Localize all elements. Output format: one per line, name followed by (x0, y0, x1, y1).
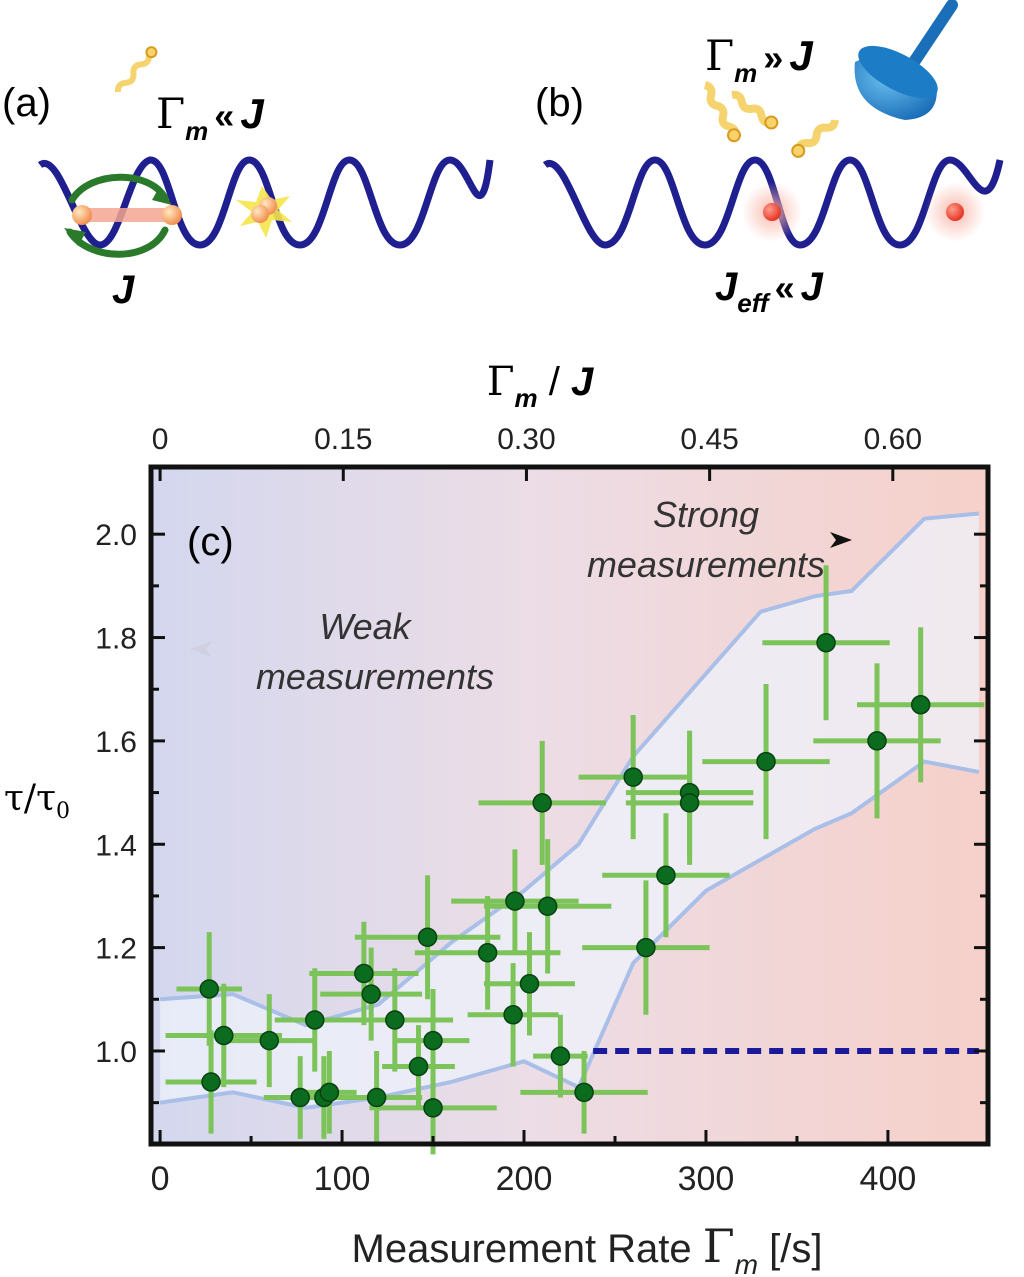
data-point (505, 891, 525, 911)
data-point (423, 1098, 443, 1118)
data-point (816, 632, 836, 653)
top-tick-label: 0 (152, 423, 169, 456)
data-point (656, 865, 676, 886)
data-point (679, 793, 700, 813)
strong-annotation: Strong (653, 494, 759, 535)
flash-icon (236, 186, 292, 238)
data-point (519, 974, 540, 994)
data-point (201, 1072, 221, 1092)
weak-arrow (190, 641, 515, 657)
data-point (361, 984, 381, 1004)
y-tick-label: 1.8 (95, 623, 137, 656)
y-axis: 1.0 1.2 1.4 1.6 1.8 2.0 (95, 519, 988, 1105)
y-axis-label: τ/τ0 (4, 778, 70, 824)
data-point (867, 731, 887, 751)
localized-atom-icon (763, 203, 781, 221)
top-tick-label: 0.15 (314, 423, 372, 456)
delocalized-atom-glow (78, 208, 176, 222)
strong-annotation: measurements (587, 544, 825, 585)
y-tick-label: 1.0 (95, 1036, 137, 1069)
data-point (259, 1030, 280, 1051)
data-point (550, 1046, 571, 1066)
x-tick-label: 300 (678, 1160, 735, 1198)
data-point (354, 963, 374, 984)
x-tick-label: 0 (151, 1160, 170, 1198)
data-point (366, 1087, 387, 1108)
data-point (636, 937, 656, 958)
data-point (423, 1030, 443, 1051)
top-axis-label: Γm / J (487, 359, 594, 413)
data-point (477, 943, 498, 963)
photon-icon (703, 81, 741, 143)
data-point (385, 1010, 405, 1030)
panel-a: (a) Γm «J J (2, 46, 494, 312)
y-tick-label: 1.4 (95, 829, 137, 862)
data-point (290, 1087, 310, 1108)
panel-b-label: (b) (535, 81, 584, 125)
data-point (199, 979, 219, 999)
top-tick-label: 0.45 (680, 423, 738, 456)
atom-icon (162, 205, 182, 225)
weak-annotation: Weak (319, 606, 412, 647)
photon-icon (114, 46, 158, 93)
top-tick-label: 0.60 (864, 423, 922, 456)
data-point (532, 793, 552, 813)
x-tick-label: 200 (496, 1160, 553, 1198)
photon-icon (731, 90, 779, 130)
x-tick-label: 400 (860, 1160, 917, 1198)
panel-b: (b) Γm» J Jeff «J (535, 0, 1004, 318)
data-point (319, 1082, 340, 1103)
data-point (214, 1025, 234, 1046)
model-band (160, 513, 979, 1108)
data-point (623, 767, 643, 787)
atom-icon (72, 205, 92, 225)
x-tick-label: 100 (314, 1160, 371, 1198)
data-point (503, 1005, 523, 1025)
chart-panel-c: Weak measurements Strong measurements (c… (4, 359, 991, 1277)
panel-a-condition: Γm «J (156, 89, 265, 146)
data-point (305, 1010, 325, 1030)
top-tick-label: 0.30 (497, 423, 555, 456)
data-point (910, 694, 931, 715)
localized-atom-icon (946, 203, 964, 221)
panel-c-label: (c) (187, 520, 234, 564)
x-axis: 0 100 200 300 400 (151, 1130, 917, 1198)
data-point (756, 751, 776, 772)
detector-icon (854, 0, 958, 120)
photon-icon (791, 119, 839, 158)
data-point (417, 927, 438, 948)
weak-annotation: measurements (256, 656, 494, 697)
data-points (199, 632, 931, 1118)
data-point (537, 896, 558, 917)
data-point (408, 1056, 429, 1077)
y-tick-label: 1.6 (95, 726, 137, 759)
panel-a-label: (a) (2, 81, 51, 125)
y-tick-label: 1.2 (95, 933, 137, 966)
top-axis: 0 0.15 0.30 0.45 0.60 (152, 423, 922, 481)
data-point (574, 1082, 594, 1103)
hopping-label: J (112, 268, 135, 312)
effective-hopping-label: Jeff «J (715, 265, 824, 318)
strong-arrow (530, 532, 852, 548)
panel-b-condition: Γm» J (705, 31, 814, 88)
x-axis-label: Measurement Rate Γm [/s] (352, 1219, 823, 1277)
y-tick-label: 2.0 (95, 519, 137, 552)
plot-frame (148, 464, 991, 1147)
model-band-lower (159, 759, 980, 1110)
